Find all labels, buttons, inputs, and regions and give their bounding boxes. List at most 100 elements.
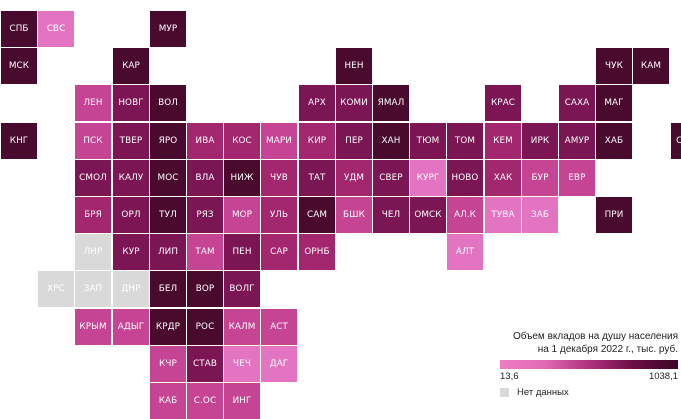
region-tile-novosibirsk: НОВО xyxy=(447,160,483,196)
region-tile-novgorod: НОВГ xyxy=(113,85,149,121)
legend-scale-labels: 13,6 1038,1 xyxy=(500,371,678,382)
region-tile-sverdlovsk: СВЕР xyxy=(373,160,409,196)
legend-no-data: Нет данных xyxy=(500,387,569,398)
region-tile-perm: ПЕР xyxy=(336,123,372,159)
legend: Объем вкладов на душу населения на 1 дек… xyxy=(500,330,678,382)
region-tile-krasnoyarsk: КРАС xyxy=(485,85,521,121)
region-tile-karachay-cherkessia: КЧР xyxy=(150,346,186,382)
region-tile-spb: СПБ xyxy=(1,11,37,47)
region-tile-amur: АМУР xyxy=(559,123,595,159)
region-tile-kostroma: КОС xyxy=(224,123,260,159)
region-tile-adygea: АДЫГ xyxy=(113,309,149,345)
region-tile-kamchatka: КАМ xyxy=(633,48,669,84)
region-tile-karelia: КАР xyxy=(113,48,149,84)
region-tile-khakassia: ХАК xyxy=(485,160,521,196)
region-tile-zaporozhye: ЗАП xyxy=(75,271,111,307)
region-tile-kherson: ХРС xyxy=(38,271,74,307)
region-tile-altai-republic: АЛТ xyxy=(447,234,483,270)
region-tile-altai-krai: АЛ.К xyxy=(447,197,483,233)
region-tile-yaroslavl: ЯРО xyxy=(150,123,186,159)
region-tile-volgograd: ВОЛГ xyxy=(224,271,260,307)
region-tile-tomsk: ТОМ xyxy=(447,123,483,159)
region-tile-rostov: РОС xyxy=(187,309,223,345)
region-tile-zabaykalsky: ЗАБ xyxy=(522,197,558,233)
region-tile-buryatia: БУР xyxy=(522,160,558,196)
region-tile-chechnya: ЧЕЧ xyxy=(224,346,260,382)
region-tile-sevastopol: СВС xyxy=(38,11,74,47)
region-tile-murmansk: МУР xyxy=(150,11,186,47)
region-tile-kaluga: КАЛУ xyxy=(113,160,149,196)
region-tile-bashkortostan: БШК xyxy=(336,197,372,233)
region-tile-kemerovo: КЕМ xyxy=(485,123,521,159)
region-tile-dnr: ДНР xyxy=(113,271,149,307)
region-tile-mari-el: МАРИ xyxy=(261,123,297,159)
region-tile-bryansk: БРЯ xyxy=(75,197,111,233)
region-tile-belgorod: БЕЛ xyxy=(150,271,186,307)
region-tile-kursk: КУР xyxy=(113,234,149,270)
region-tile-tver: ТВЕР xyxy=(113,123,149,159)
region-tile-vologda: ВОЛ xyxy=(150,85,186,121)
legend-title-line2: на 1 декабря 2022 г., тыс. руб. xyxy=(537,344,678,355)
region-tile-kirov: КИР xyxy=(299,123,335,159)
region-tile-nenets: НЕН xyxy=(336,48,372,84)
region-tile-moscow: МСК xyxy=(1,48,37,84)
legend-max-label: 1038,1 xyxy=(648,371,678,382)
region-tile-mordovia: МОР xyxy=(224,197,260,233)
region-tile-sakhalin: СХЛН xyxy=(671,123,681,159)
region-tile-vladimir: ВЛА xyxy=(187,160,223,196)
region-tile-sakha: САХА xyxy=(559,85,595,121)
region-tile-kaliningrad: КНГ xyxy=(1,123,37,159)
region-tile-samara: САМ xyxy=(299,197,335,233)
region-tile-jewish-ao: ЕВР xyxy=(559,160,595,196)
region-tile-stavropol: СТАВ xyxy=(187,346,223,382)
region-tile-dagestan: ДАГ xyxy=(261,346,297,382)
region-tile-yamal: ЯМАЛ xyxy=(373,85,409,121)
tile-map: СПБ СВС МУР МСК КАР НЕН ЧУК КАМ ЛЕН НОВГ ВОЛ АРХ КОМ… xyxy=(1,11,681,419)
region-tile-chelyabinsk: ЧЕЛ xyxy=(373,197,409,233)
region-tile-oryol: ОРЛ xyxy=(113,197,149,233)
legend-min-label: 13,6 xyxy=(500,371,519,382)
region-tile-smolensk: СМОЛ xyxy=(75,160,111,196)
region-tile-lnr: ЛНР xyxy=(75,234,111,270)
region-tile-orenburg: ОРНБ xyxy=(299,234,335,270)
region-tile-pskov: ПСК xyxy=(75,123,111,159)
region-tile-krasnodar: КРДР xyxy=(150,309,186,345)
region-tile-saratov: САР xyxy=(261,234,297,270)
region-tile-crimea: КРЫМ xyxy=(75,309,111,345)
region-tile-ivanovo: ИВА xyxy=(187,123,223,159)
region-tile-primorsky: ПРИ xyxy=(596,197,632,233)
region-tile-khabarovsk: ХАБ xyxy=(596,123,632,159)
region-tile-udmurtia: УДМ xyxy=(336,160,372,196)
region-tile-kurgan: КУРГ xyxy=(410,160,446,196)
region-tile-arkhangelsk: АРХ xyxy=(299,85,335,121)
region-tile-astrakhan: АСТ xyxy=(261,309,297,345)
region-tile-tatarstan: ТАТ xyxy=(299,160,335,196)
region-tile-komi: КОМИ xyxy=(336,85,372,121)
region-tile-ulyanovsk: УЛЬ xyxy=(261,197,297,233)
region-tile-tuva: ТУВА xyxy=(485,197,521,233)
region-tile-irkutsk: ИРК xyxy=(522,123,558,159)
region-tile-omsk: ОМСК xyxy=(410,197,446,233)
no-data-label: Нет данных xyxy=(517,387,569,398)
region-tile-ryazan: РЯЗ xyxy=(187,197,223,233)
region-tile-nizhny-novgorod: НИЖ xyxy=(224,160,260,196)
legend-title: Объем вкладов на душу населения на 1 дек… xyxy=(500,330,678,356)
region-tile-moscow-oblast: МОС xyxy=(150,160,186,196)
region-tile-ingushetia: ИНГ xyxy=(224,383,260,419)
region-tile-penza: ПЕН xyxy=(224,234,260,270)
legend-title-line1: Объем вкладов на душу населения xyxy=(512,331,678,342)
region-tile-kalmykia: КАЛМ xyxy=(224,309,260,345)
region-tile-tyumen: ТЮМ xyxy=(410,123,446,159)
region-tile-kabardino-balkaria: КАБ xyxy=(150,383,186,419)
region-tile-magadan: МАГ xyxy=(596,85,632,121)
region-tile-khanty-mansi: ХАН xyxy=(373,123,409,159)
region-tile-leningrad: ЛЕН xyxy=(75,85,111,121)
region-tile-lipetsk: ЛИП xyxy=(150,234,186,270)
region-tile-tambov: ТАМ xyxy=(187,234,223,270)
region-tile-voronezh: ВОР xyxy=(187,271,223,307)
region-tile-north-ossetia: С.ОС xyxy=(187,383,223,419)
region-tile-chuvashia: ЧУВ xyxy=(261,160,297,196)
no-data-swatch xyxy=(500,388,509,397)
legend-color-scale xyxy=(500,360,678,369)
region-tile-tula: ТУЛ xyxy=(150,197,186,233)
